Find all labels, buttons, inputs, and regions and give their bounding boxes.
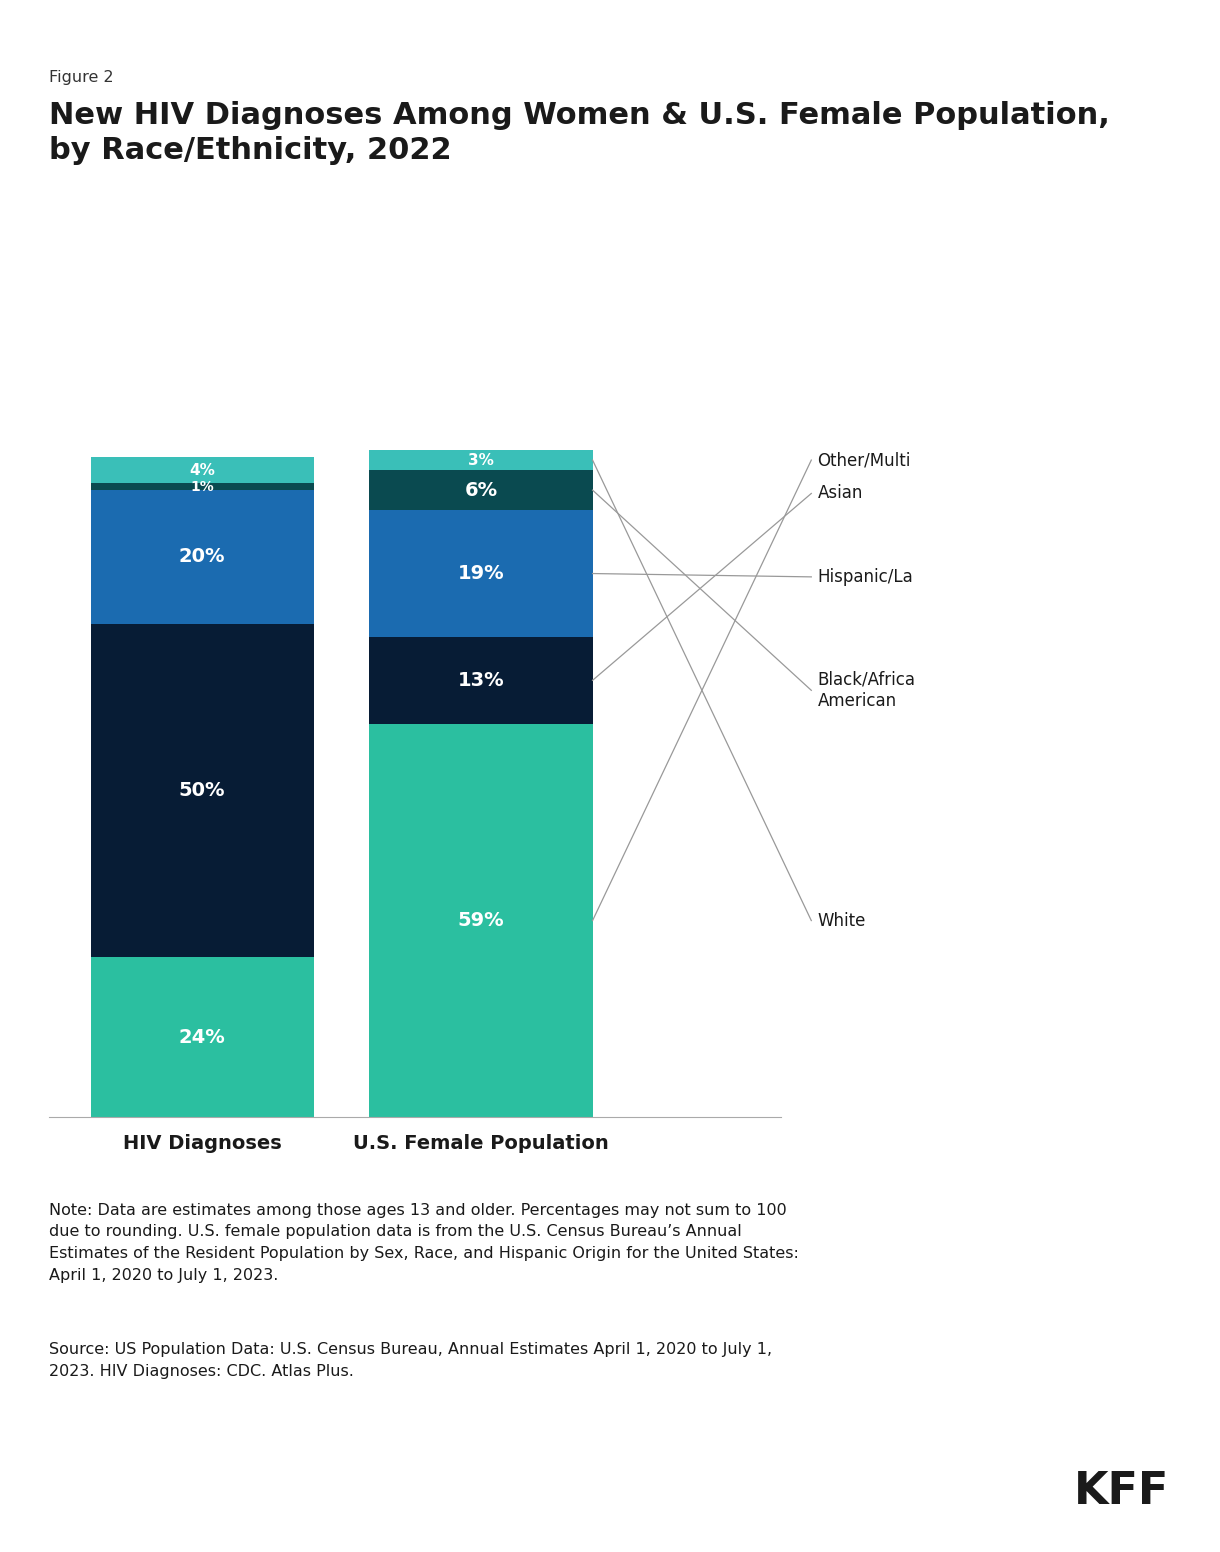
- Text: 4%: 4%: [189, 462, 215, 478]
- Text: Asian: Asian: [817, 484, 863, 503]
- Text: New HIV Diagnoses Among Women & U.S. Female Population,
by Race/Ethnicity, 2022: New HIV Diagnoses Among Women & U.S. Fem…: [49, 101, 1110, 165]
- Text: KFF: KFF: [1074, 1470, 1169, 1513]
- Text: Note: Data are estimates among those ages 13 and older. Percentages may not sum : Note: Data are estimates among those age…: [49, 1203, 799, 1282]
- Text: White: White: [817, 911, 866, 930]
- Text: Other/Multi: Other/Multi: [817, 452, 911, 469]
- Bar: [370, 511, 593, 636]
- Text: 3%: 3%: [468, 453, 494, 467]
- Bar: [90, 624, 314, 958]
- Text: 20%: 20%: [179, 548, 226, 566]
- Bar: [370, 723, 593, 1117]
- Text: 6%: 6%: [465, 481, 498, 500]
- Text: Hispanic/La: Hispanic/La: [817, 568, 913, 585]
- Text: 59%: 59%: [458, 911, 504, 930]
- Bar: [90, 456, 314, 484]
- Bar: [90, 958, 314, 1117]
- Bar: [370, 470, 593, 511]
- Text: 24%: 24%: [179, 1027, 226, 1048]
- Text: 19%: 19%: [458, 563, 504, 584]
- Bar: [90, 484, 314, 490]
- Text: Black/Africa
American: Black/Africa American: [817, 670, 915, 709]
- Text: Figure 2: Figure 2: [49, 70, 113, 85]
- Bar: [370, 636, 593, 723]
- Bar: [90, 490, 314, 624]
- Bar: [370, 450, 593, 470]
- Text: 13%: 13%: [458, 670, 504, 689]
- Text: 50%: 50%: [179, 781, 226, 799]
- Text: 1%: 1%: [190, 480, 213, 494]
- Text: Source: US Population Data: U.S. Census Bureau, Annual Estimates April 1, 2020 t: Source: US Population Data: U.S. Census …: [49, 1342, 772, 1380]
